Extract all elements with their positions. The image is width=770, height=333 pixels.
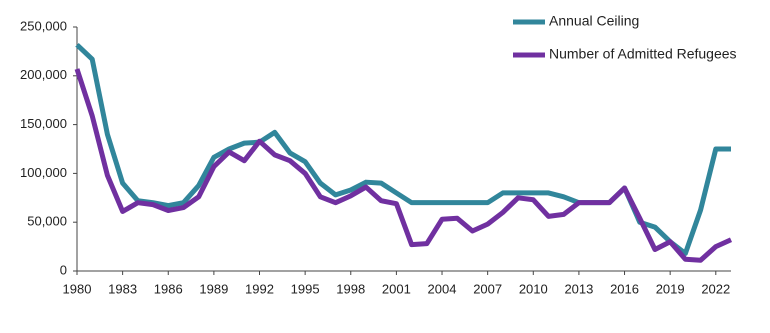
x-tick-label: 2001 — [382, 281, 411, 296]
x-tick-label: 1983 — [108, 281, 137, 296]
x-tick-label: 2010 — [519, 281, 548, 296]
x-tick-label: 1992 — [245, 281, 274, 296]
y-tick-label: 100,000 — [20, 165, 67, 180]
x-tick-label: 2013 — [564, 281, 593, 296]
x-tick-label: 1989 — [199, 281, 228, 296]
x-tick-label: 2019 — [656, 281, 685, 296]
legend-label: Number of Admitted Refugees — [549, 46, 737, 62]
x-tick-label: 2007 — [473, 281, 502, 296]
x-tick-label: 2016 — [610, 281, 639, 296]
y-tick-label: 150,000 — [20, 116, 67, 131]
y-tick-label: 0 — [60, 262, 67, 277]
x-tick-label: 1986 — [154, 281, 183, 296]
x-tick-label: 1980 — [63, 281, 92, 296]
legend-label: Annual Ceiling — [549, 13, 639, 29]
x-tick-label: 1995 — [291, 281, 320, 296]
x-tick-label: 1998 — [336, 281, 365, 296]
series-line — [74, 68, 733, 263]
y-tick-label: 50,000 — [27, 214, 67, 229]
y-tick-label: 250,000 — [20, 18, 67, 33]
x-tick-label: 2022 — [701, 281, 730, 296]
y-tick-label: 200,000 — [20, 67, 67, 82]
x-tick-label: 2004 — [428, 281, 457, 296]
